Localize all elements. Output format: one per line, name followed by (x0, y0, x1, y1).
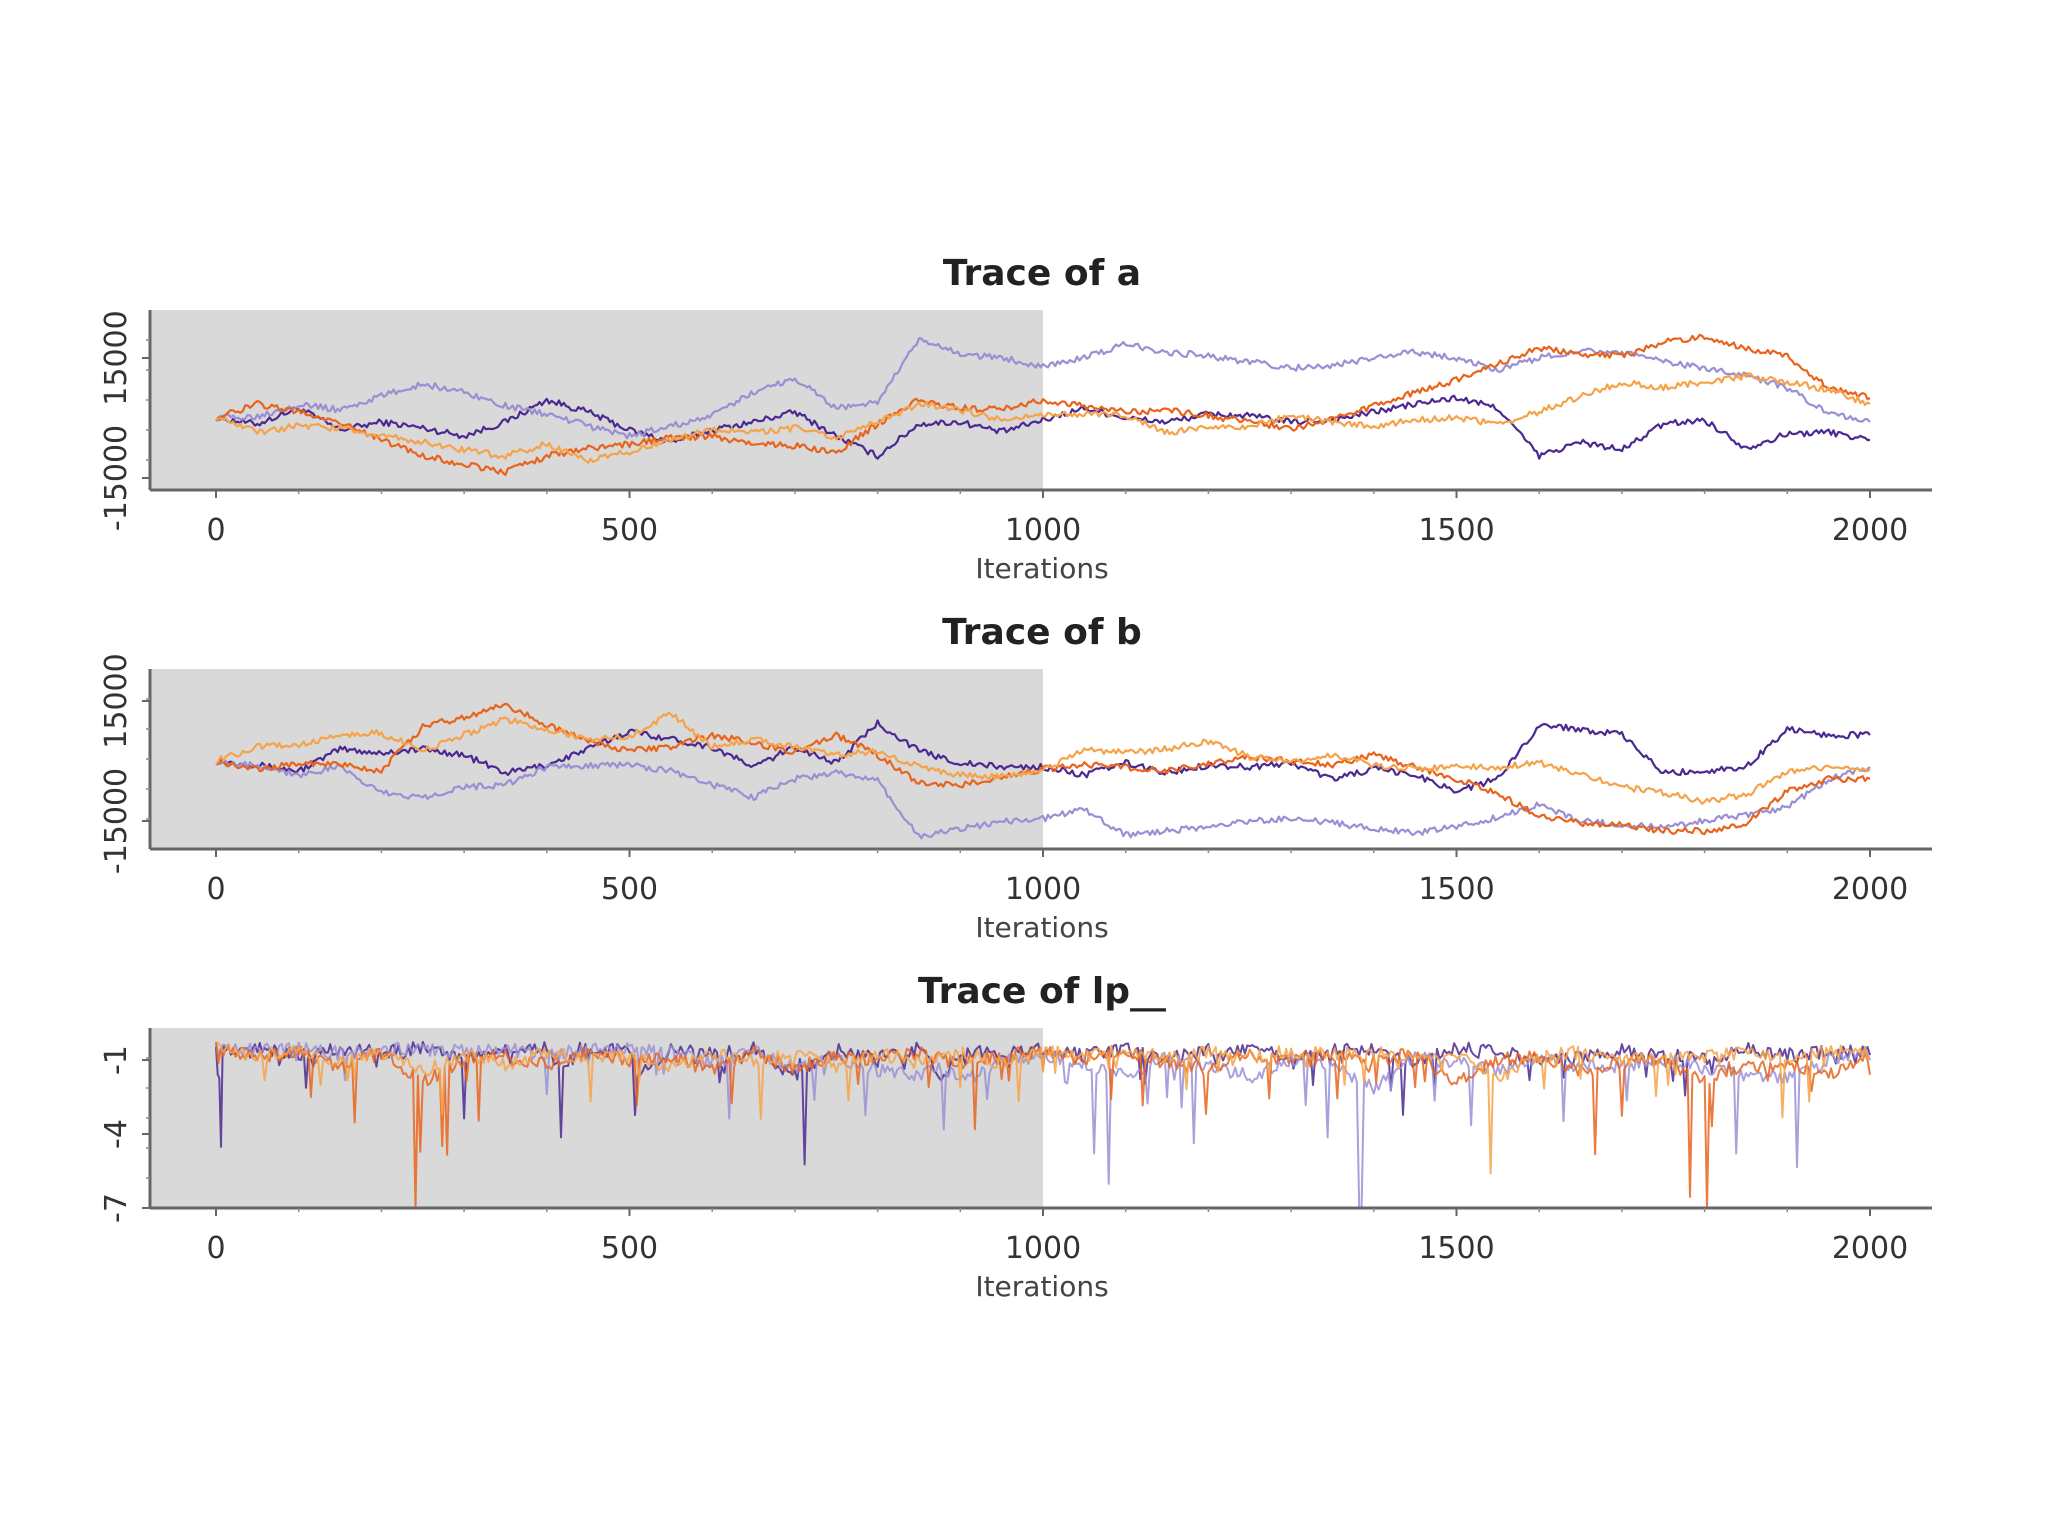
x-tick-label: 2000 (1832, 513, 1908, 548)
panel-trace-a: Trace of a 0 500 1000 1500 2000 -1500015000 … (99, 253, 1932, 585)
x-tick-label: 1500 (1418, 1231, 1494, 1266)
warmup-shade (150, 669, 1043, 849)
x-tick-label: 2000 (1832, 872, 1908, 907)
x-tick-label: 0 (206, 872, 225, 907)
x-tick-label: 1500 (1418, 872, 1494, 907)
x-tick-label: 0 (206, 1231, 225, 1266)
x-tick-label: 500 (601, 872, 658, 907)
panel-title: Trace of b (942, 612, 1142, 653)
series-line-2 (215, 337, 1871, 440)
series-line-4 (215, 372, 1871, 464)
x-tick-label: 1000 (1005, 1231, 1081, 1266)
x-axis-label: Iterations (975, 911, 1108, 944)
series-line-4 (215, 711, 1871, 805)
x-tick-label: 1000 (1005, 513, 1081, 548)
y-tick-label: 15000 (99, 653, 134, 748)
y-tick-label: -1 (99, 1045, 134, 1075)
panel-trace-b: Trace of b 0 500 1000 1500 2000 -1500015000 … (99, 612, 1932, 944)
x-tick-label: 500 (601, 1231, 658, 1266)
y-tick-label: -7 (99, 1193, 134, 1223)
y-tick-label: 15000 (99, 310, 134, 405)
y-tick-label: -15000 (99, 425, 134, 531)
x-tick-label: 0 (206, 513, 225, 548)
series-line-3 (215, 333, 1871, 476)
y-tick-label: -4 (99, 1119, 134, 1149)
x-tick-label: 1000 (1005, 872, 1081, 907)
x-axis-label: Iterations (975, 1270, 1108, 1303)
x-tick-label: 1500 (1418, 513, 1494, 548)
panel-title: Trace of lp__ (918, 971, 1166, 1012)
warmup-shade (150, 310, 1043, 490)
x-tick-label: 500 (601, 513, 658, 548)
x-axis-label: Iterations (975, 552, 1108, 585)
series-line-3 (215, 702, 1871, 836)
series-line-2 (215, 1041, 1871, 1209)
series-line-4 (215, 1040, 1871, 1175)
y-tick-label: -15000 (99, 768, 134, 874)
panel-title: Trace of a (943, 253, 1141, 294)
panel-trace-lp: Trace of lp__ 0 500 1000 1500 2000 -7 -4 -1 It… (99, 971, 1932, 1303)
x-tick-label: 2000 (1832, 1231, 1908, 1266)
